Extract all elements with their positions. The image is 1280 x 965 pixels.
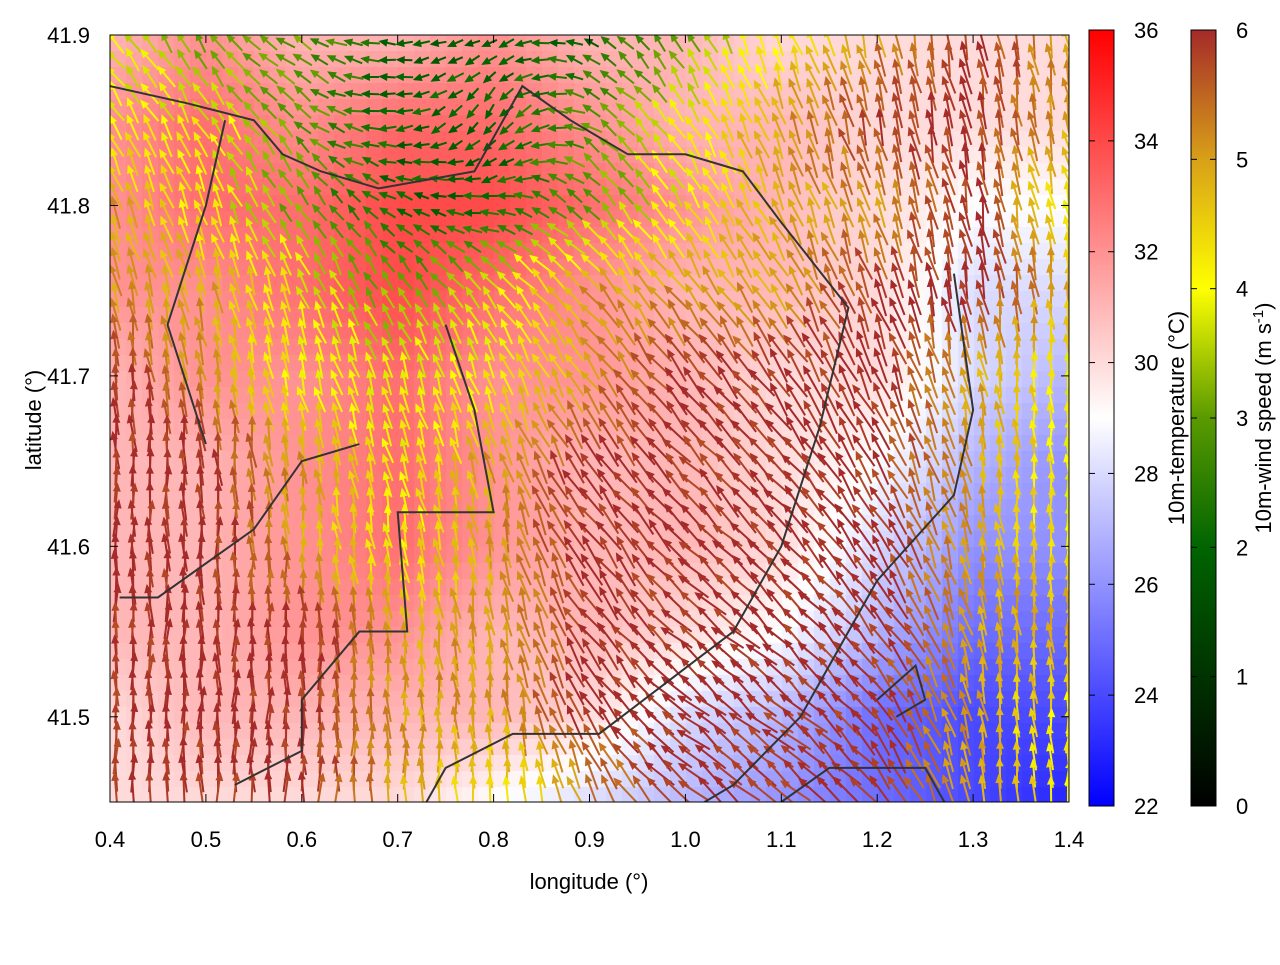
heatmap-cell — [638, 771, 655, 788]
heatmap-cell — [638, 227, 655, 244]
heatmap-cell — [1006, 755, 1023, 772]
heatmap-cell — [174, 467, 191, 484]
wind-arrow-head — [911, 25, 919, 34]
wind-arrow-head — [859, 26, 867, 35]
heatmap-cell — [302, 739, 319, 756]
heatmap-cell — [1006, 787, 1023, 804]
heatmap-cell — [382, 771, 399, 788]
heatmap-cell — [862, 627, 879, 644]
heatmap-cell — [398, 771, 415, 788]
wind-arrow-head — [961, 24, 969, 33]
heatmap-cell — [1022, 339, 1039, 356]
heatmap-cell — [478, 787, 495, 804]
heatmap-cell — [542, 787, 559, 804]
wind-arrow-head — [841, 26, 849, 36]
heatmap-cell — [1006, 403, 1023, 420]
heatmap-cell — [446, 691, 463, 708]
heatmap-cell — [110, 531, 127, 548]
wind-arrow-head — [1012, 24, 1020, 33]
heatmap-cell — [142, 259, 159, 276]
heatmap-cell — [494, 771, 511, 788]
heatmap-cell — [654, 787, 671, 804]
heatmap-cell — [302, 643, 319, 660]
heatmap-cell — [334, 371, 351, 388]
heatmap-cell — [382, 499, 399, 516]
heatmap-cell — [350, 163, 367, 180]
heatmap-cell — [1006, 323, 1023, 340]
heatmap-cell — [1022, 243, 1039, 260]
heatmap-cell — [846, 787, 863, 804]
heatmap-cell — [334, 115, 351, 132]
wind-arrow-head — [1030, 24, 1038, 33]
heatmap-cell — [462, 771, 479, 788]
heatmap-cell — [1006, 499, 1023, 516]
heatmap-cell — [1022, 499, 1039, 516]
heatmap-cell — [110, 787, 127, 804]
heatmap-cell — [1006, 339, 1023, 356]
wind-arrow-head — [892, 25, 900, 35]
heatmap-cell — [206, 787, 223, 804]
heatmap-cell — [398, 83, 415, 100]
heatmap-cell — [782, 627, 799, 644]
wind-arrow-head — [1047, 25, 1055, 34]
heatmap-cell — [366, 787, 383, 804]
heatmap-cell — [1006, 675, 1023, 692]
heatmap-cell — [302, 627, 319, 644]
heatmap-cell — [350, 99, 367, 116]
heatmap-cell — [590, 627, 607, 644]
heatmap-cell — [270, 547, 287, 564]
heatmap-cell — [670, 787, 687, 804]
heatmap-cell — [350, 787, 367, 804]
heatmap-cell — [446, 787, 463, 804]
heatmap-cell — [510, 67, 527, 84]
heatmap-cell — [222, 755, 239, 772]
heatmap-cell — [590, 339, 607, 356]
heatmap-cell — [366, 499, 383, 516]
heatmap-cell — [510, 259, 527, 276]
heatmap-cell — [926, 291, 943, 308]
heatmap-cell — [462, 787, 479, 804]
wind-arrow-head — [976, 23, 984, 33]
heatmap-cell — [110, 643, 127, 660]
heatmap-cell — [990, 787, 1007, 804]
wind-arrow-head — [993, 25, 1001, 35]
heatmap-cell — [430, 387, 447, 404]
heatmap-cell — [366, 259, 383, 276]
heatmap-cell — [398, 691, 415, 708]
heatmap-cell — [382, 83, 399, 100]
heatmap-cell — [350, 723, 367, 740]
wind-arrow-head — [927, 24, 935, 33]
heatmap-cell — [382, 787, 399, 804]
heatmap-cell — [174, 787, 191, 804]
heatmap-cell — [350, 67, 367, 84]
wind-arrow-head — [943, 24, 951, 34]
heatmap-cell — [270, 35, 287, 52]
heatmap-cell — [462, 691, 479, 708]
heatmap-cell — [286, 787, 303, 804]
heatmap-cell — [622, 35, 639, 52]
